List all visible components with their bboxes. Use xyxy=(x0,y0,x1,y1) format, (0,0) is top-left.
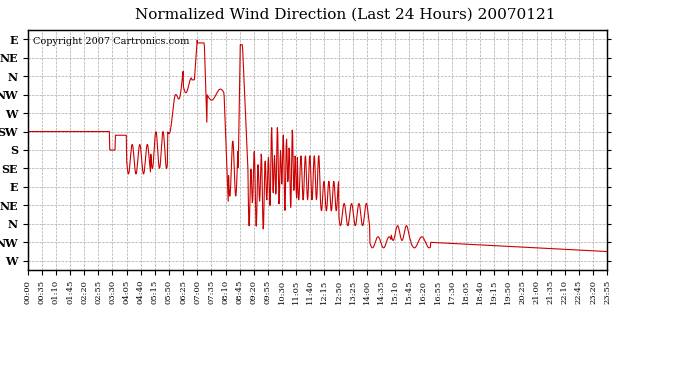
Text: Normalized Wind Direction (Last 24 Hours) 20070121: Normalized Wind Direction (Last 24 Hours… xyxy=(135,8,555,21)
Text: Copyright 2007 Cartronics.com: Copyright 2007 Cartronics.com xyxy=(33,37,190,46)
